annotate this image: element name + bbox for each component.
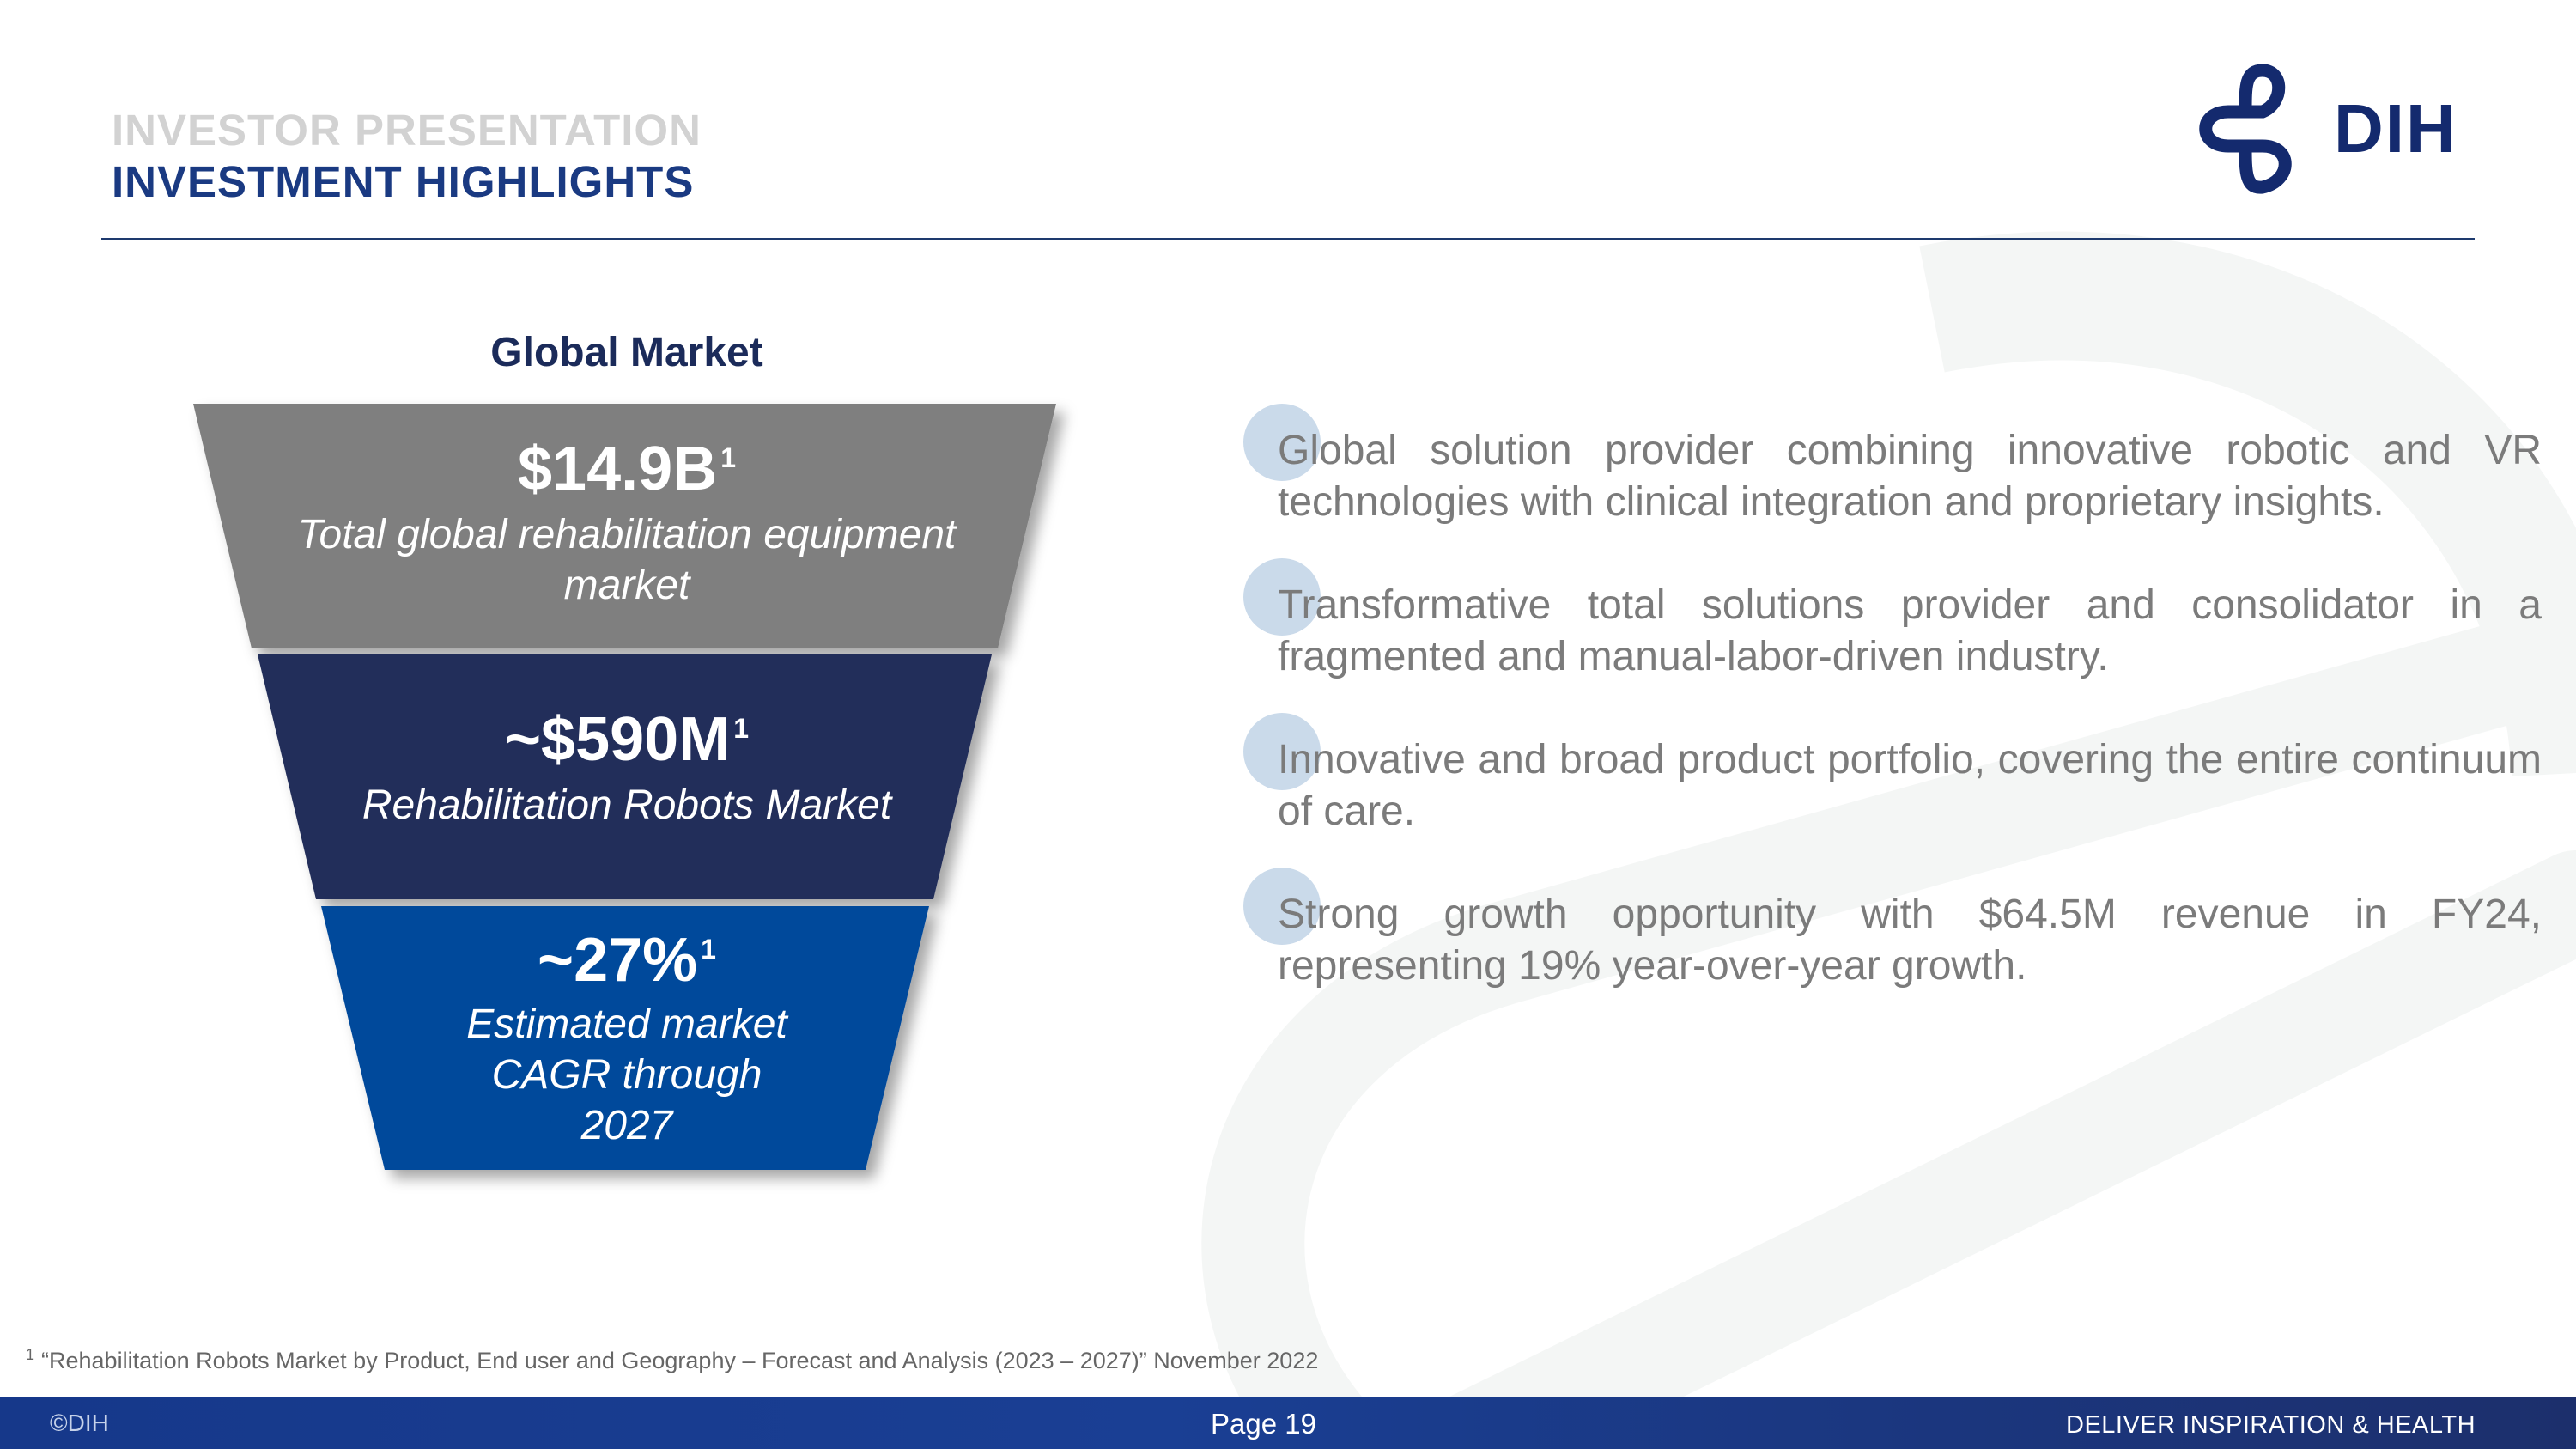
bullet-circle-icon	[1243, 713, 1321, 790]
dih-logo: DIH	[2181, 60, 2458, 198]
section-kicker: INVESTOR PRESENTATION	[112, 106, 702, 155]
source-footnote: 1 “Rehabilitation Robots Market by Produc…	[26, 1346, 1319, 1373]
footer-bar: ©DIH Page 19 DELIVER INSPIRATION & HEALT…	[0, 1397, 2576, 1449]
highlight-item: Transformative total solutions provider …	[1243, 558, 2542, 683]
funnel-tier-2	[258, 654, 992, 899]
funnel-heading: Global Market	[490, 330, 763, 375]
highlight-item: Innovative and broad product portfolio, …	[1243, 713, 2542, 837]
tier-2-label: Rehabilitation Robots Market	[361, 782, 892, 828]
page-number: Page 19	[1211, 1408, 1316, 1440]
footer-tagline: DELIVER INSPIRATION & HEALTH	[2066, 1411, 2476, 1439]
tier-1-value: $14.9B 1	[518, 435, 736, 503]
bullet-circle-icon	[1243, 868, 1321, 945]
highlight-item: Global solution provider combining innov…	[1243, 404, 2542, 528]
bullet-circle-icon	[1243, 558, 1321, 636]
tier-2-value: ~$590M 1	[505, 705, 749, 774]
dih-logo-icon	[2199, 64, 2292, 194]
logo-wordmark: DIH	[2334, 90, 2458, 167]
tier-1-label: Total global rehabilitation equipment mar…	[297, 512, 957, 608]
header-divider	[101, 238, 2475, 240]
highlights-list: Global solution provider combining innov…	[1243, 404, 2542, 1044]
page-title: INVESTMENT HIGHLIGHTS	[112, 157, 695, 206]
footer-copyright: ©DIH	[50, 1409, 109, 1436]
funnel-tier-3-text: ~27% 1 Estimated market CAGR through 2027	[378, 925, 876, 1151]
funnel-tier-1-text: $14.9B 1 Total global rehabilitation equi…	[258, 434, 996, 611]
funnel-tier-2-text: ~$590M 1 Rehabilitation Robots Market	[309, 704, 945, 831]
funnel-tier-3	[321, 906, 929, 1170]
funnel-tier-1	[193, 404, 1056, 648]
tier-3-label: Estimated market CAGR through 2027	[466, 1002, 787, 1148]
highlight-item: Strong growth opportunity with $64.5M re…	[1243, 868, 2542, 992]
bullet-circle-icon	[1243, 404, 1321, 481]
tier-3-value: ~27% 1	[538, 926, 716, 995]
